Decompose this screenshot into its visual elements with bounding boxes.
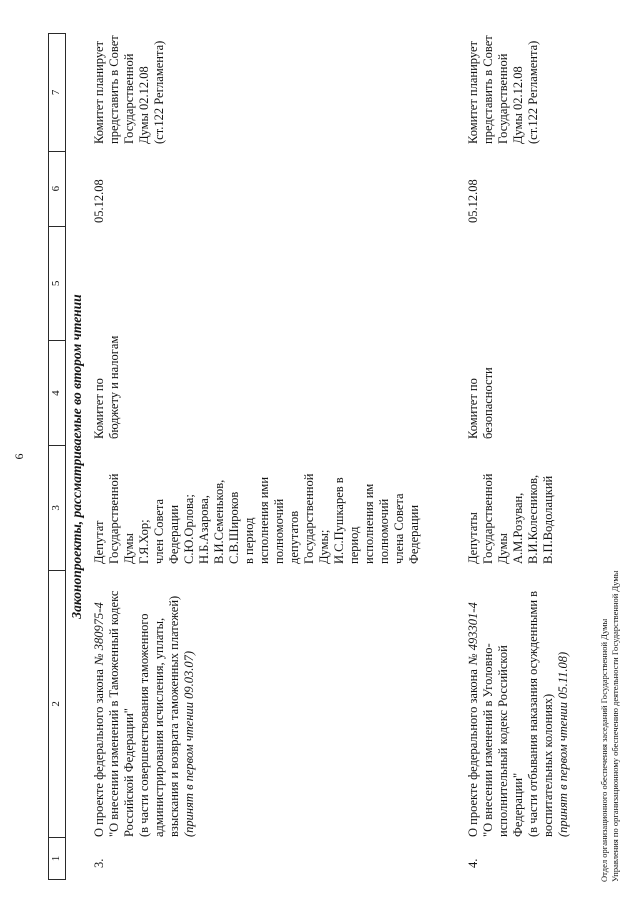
initiator-line: Н.Б.Азарова, xyxy=(197,495,211,564)
initiator-line: С.В.Широков xyxy=(227,491,241,564)
bill-line: исполнительный кодекс Российской xyxy=(496,645,510,837)
initiator-line: В.И.Колесников, xyxy=(526,474,540,564)
page-number: 6 xyxy=(12,453,26,460)
initiator-line: С.Ю.Орлова; xyxy=(182,494,196,564)
initiator-line: Г.Я.Хор; xyxy=(137,519,151,564)
row-number-cell: 4. xyxy=(466,838,481,880)
plan-line: (ст.122 Регламента) xyxy=(152,40,166,144)
bill-intro: О проекте федерального закона xyxy=(466,669,480,837)
table-header-row: 1 2 3 4 5 6 7 xyxy=(48,33,66,880)
bill-note: (принят в первом чтении 09.03.07) xyxy=(182,650,196,837)
column-header: 7 xyxy=(50,89,62,96)
bill-line: "О внесении изменений в Уголовно- xyxy=(481,643,495,837)
initiator-line: Федерации xyxy=(167,504,181,564)
plan-line: Комитет планирует xyxy=(92,41,106,144)
plan-cell: Комитет планирует представить в Совет Госу… xyxy=(466,33,541,150)
committee-line: Комитет по xyxy=(466,378,480,439)
footer: Отдел организационного обеспечения засед… xyxy=(599,571,621,882)
footer-line: Управления по организационному обеспечен… xyxy=(610,570,620,882)
bill-intro: О проекте федерального закона xyxy=(92,669,106,837)
initiator-line: Государственной xyxy=(302,473,316,564)
bill-lines: "О внесении изменений в Таможенный кодек… xyxy=(107,570,182,837)
date-cell: 05.12.08 xyxy=(92,150,107,225)
committee-line: бюджету и налогам xyxy=(107,335,121,439)
bill-title-line: О проекте федерального закона № 493301-4 xyxy=(466,570,481,837)
bill-cell: О проекте федерального закона№ 493301-4 … xyxy=(466,570,571,838)
initiator-line: А.М.Розуван, xyxy=(511,492,525,564)
committee-line: Комитет по xyxy=(92,378,106,439)
table-row: 4. О проекте федерального закона № 493301… xyxy=(466,33,571,880)
row-number-cell: 3. xyxy=(92,838,107,880)
initiator-line: В.И.Семеньков, xyxy=(212,479,226,564)
bill-title-line: О проекте федерального закона № 380975-4 xyxy=(92,570,107,837)
initiator-line: период xyxy=(347,526,361,564)
initiator-line: Государственной xyxy=(107,473,121,564)
bill-line: взыскания и возврата таможенных платежей… xyxy=(167,595,181,837)
column-header: 3 xyxy=(49,445,65,570)
bill-cell: О проекте федерального закона№ 380975-4 … xyxy=(92,570,197,838)
committee-cell: Комитет по бюджету и налогам xyxy=(92,335,122,445)
bill-line: воспитательных колониях) xyxy=(541,693,555,837)
column-header: 5 xyxy=(49,225,65,341)
initiators-cell: Депутаты Государственной Думы А.М.Розуван, В… xyxy=(466,445,556,570)
plan-line: Думы 02.12.08 xyxy=(137,66,151,144)
initiator-line: исполнения им xyxy=(362,483,376,564)
date-cell: 05.12.08 xyxy=(466,150,481,225)
column-header: 4 xyxy=(49,340,65,446)
bill-line: Федерации" xyxy=(511,772,525,837)
initiator-line: депутатов xyxy=(287,510,301,564)
initiator-line: Депутаты xyxy=(466,512,480,564)
date: 05.12.08 xyxy=(92,179,106,223)
initiator-line: в период xyxy=(242,517,256,564)
section-title: Законопроекты, рассматриваемые во втором… xyxy=(69,294,84,619)
initiator-line: полномочий xyxy=(377,498,391,564)
initiator-line: исполнения ими xyxy=(257,476,271,564)
bill-line: (в части отбывания наказания осужденными… xyxy=(526,590,540,837)
plan-line: (ст.122 Регламента) xyxy=(526,40,540,144)
committee-cell: Комитет по безопасности xyxy=(466,340,496,445)
column-header: 6 xyxy=(49,150,65,226)
bill-number: № 493301-4 xyxy=(466,602,480,666)
plan-line: Государственной xyxy=(122,53,136,144)
column-header: 2 xyxy=(49,569,65,838)
bill-line: администрирования исчисления, уплаты, xyxy=(152,617,166,837)
initiator-line: Думы xyxy=(122,533,136,564)
initiator-line: В.П.Водолацкий xyxy=(541,475,555,564)
date: 05.12.08 xyxy=(466,179,480,223)
table-row: 3. О проекте федерального закона № 380975… xyxy=(92,33,422,880)
footer-line: Отдел организационного обеспечения засед… xyxy=(599,618,609,882)
row-number: 4. xyxy=(466,858,480,868)
bill-line: Российской Федерации" xyxy=(122,708,136,837)
plan-line: представить в Совет xyxy=(481,35,495,144)
initiator-line: Федерации xyxy=(407,504,421,564)
bill-number: № 380975-4 xyxy=(92,602,106,666)
plan-line: Думы 02.12.08 xyxy=(511,66,525,144)
bill-lines: "О внесении изменений в Уголовно-исполни… xyxy=(481,570,556,837)
initiator-line: И.С.Пушкарев в xyxy=(332,477,346,564)
initiator-line: полномочий xyxy=(272,498,286,564)
plan-line: Государственной xyxy=(496,53,510,144)
column-header: 1 xyxy=(49,837,65,879)
bill-note: (принят в первом чтении 05.11.08) xyxy=(556,651,570,837)
initiator-line: Государственной xyxy=(481,473,495,564)
bill-line: (в части совершенствования таможенного xyxy=(137,613,151,837)
plan-line: Комитет планирует xyxy=(466,41,480,144)
plan-cell: Комитет планирует представить в Совет Госу… xyxy=(92,33,167,150)
initiator-line: член Совета xyxy=(152,498,166,564)
bill-line: "О внесении изменений в Таможенный кодек… xyxy=(107,590,121,837)
initiators-cell: Депутат Государственной Думы Г.Я.Хор; член С… xyxy=(92,445,422,570)
committee-line: безопасности xyxy=(481,367,495,439)
initiator-line: Думы xyxy=(496,533,510,564)
initiator-line: Депутат xyxy=(92,520,106,564)
plan-line: представить в Совет xyxy=(107,35,121,144)
initiator-line: Думы; xyxy=(317,529,331,564)
initiator-line: члена Совета xyxy=(392,493,406,564)
row-number: 3. xyxy=(92,858,106,868)
